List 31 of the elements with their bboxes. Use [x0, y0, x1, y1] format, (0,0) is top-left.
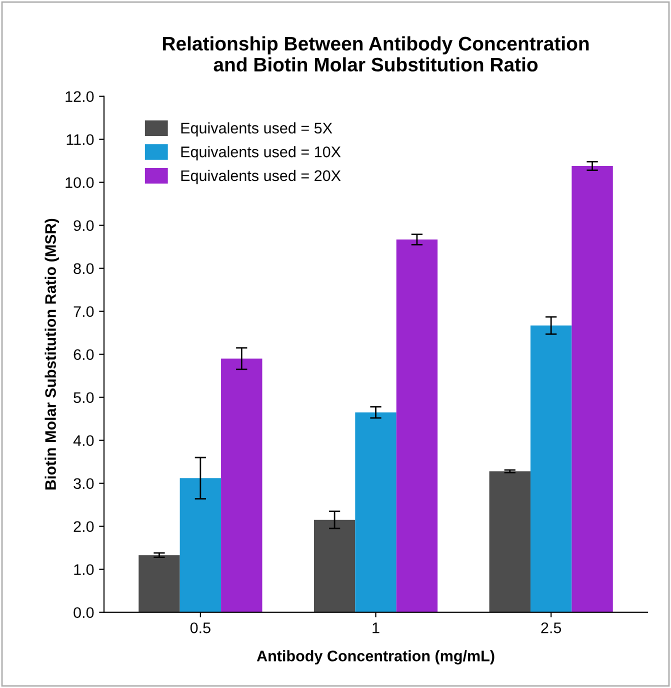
chart-title: Relationship Between Antibody Concentration and Biotin Molar Substitution Ratio	[163, 36, 589, 72]
y-tick-label: 9.0	[74, 220, 94, 232]
bar	[489, 471, 530, 612]
bar	[180, 478, 222, 612]
y-tick-label: 11.0	[66, 134, 94, 146]
y-tick-label: 6.0	[74, 349, 94, 360]
bar	[221, 358, 262, 612]
legend-label: Equivalents used = 10X	[181, 146, 341, 160]
x-tick-label: 1	[372, 622, 380, 634]
bar	[530, 326, 572, 612]
bar	[355, 412, 396, 612]
y-tick-label: 10.0	[66, 177, 94, 188]
y-tick-label: 3.0	[74, 478, 94, 490]
y-tick-label: 7.0	[74, 306, 94, 318]
y-tick-label: 2.0	[74, 521, 94, 532]
x-tick-label: 2.5	[541, 622, 562, 634]
bar	[138, 555, 180, 612]
legend-label: Equivalents used = 5X	[181, 122, 332, 137]
y-tick-label: 0.0	[74, 607, 94, 618]
bar	[396, 240, 438, 612]
y-tick-label: 8.0	[74, 263, 94, 274]
y-tick-label: 1.0	[74, 564, 94, 576]
y-axis-title: Biotin Molar Substitution Ratio (MSR)	[44, 218, 59, 490]
x-axis-title: Antibody Concentration (mg/mL)	[256, 650, 494, 664]
bar	[314, 520, 356, 612]
y-tick-label: 12.0	[66, 91, 94, 102]
bar	[572, 166, 613, 612]
y-tick-label: 4.0	[73, 435, 94, 446]
legend-label: Equivalents used = 20X	[181, 170, 341, 184]
x-tick-label: 0.5	[190, 622, 210, 634]
y-tick-label: 5.0	[74, 392, 94, 404]
